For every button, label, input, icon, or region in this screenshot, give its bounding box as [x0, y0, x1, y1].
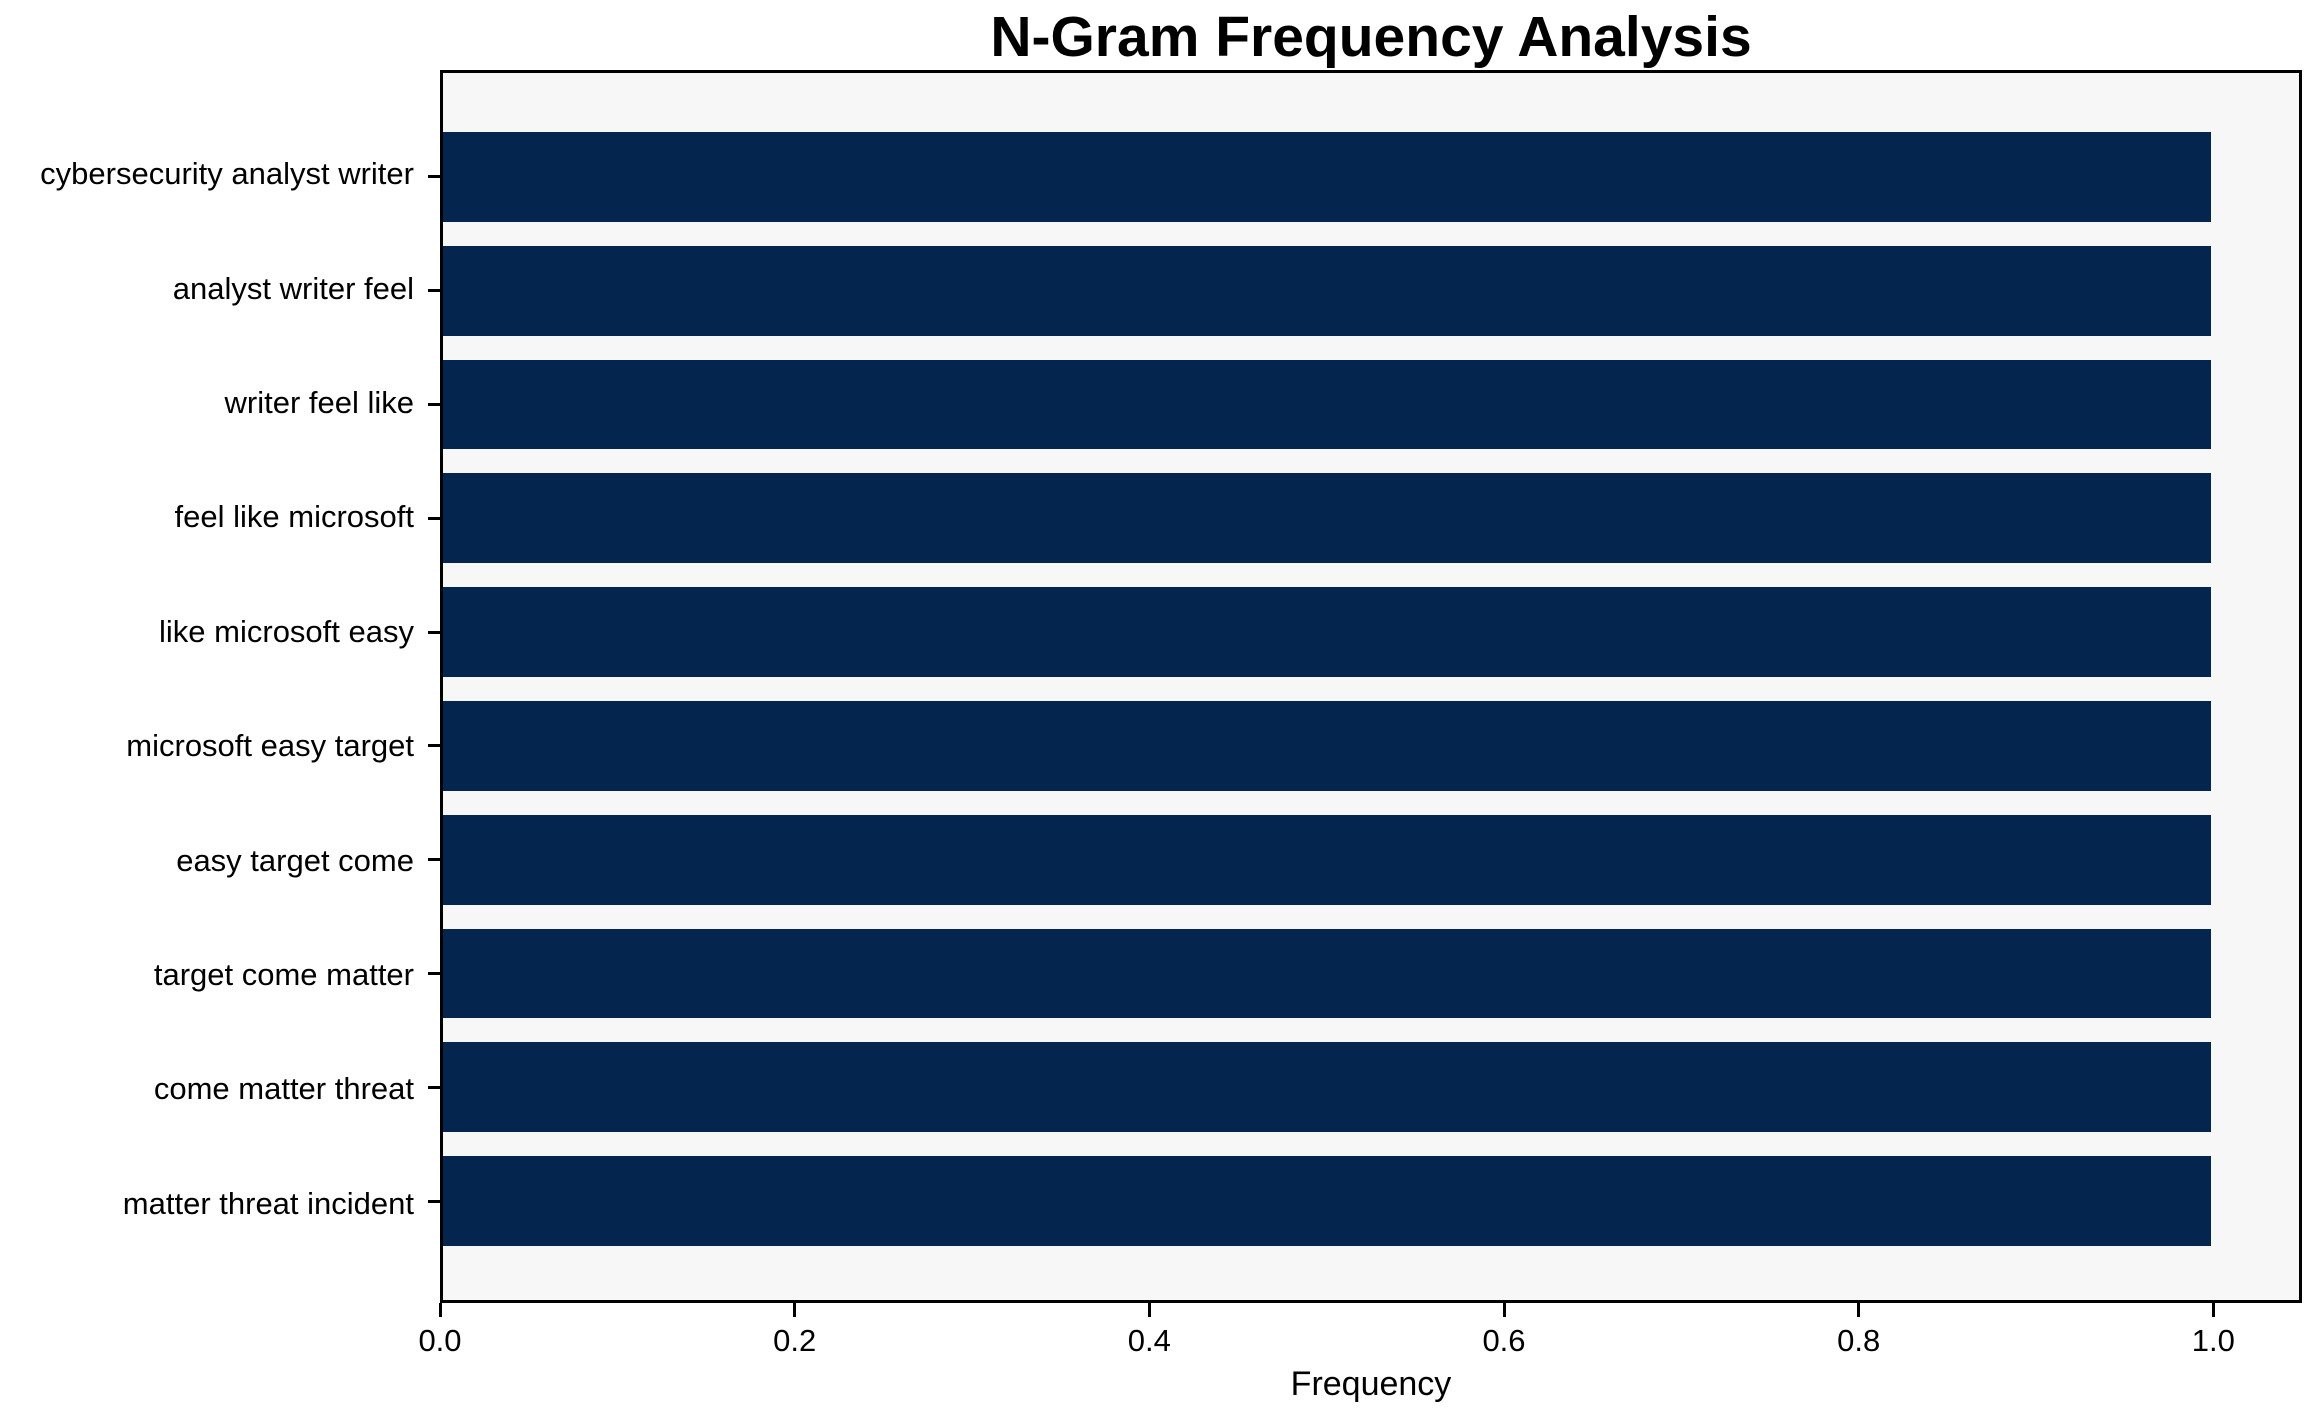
x-tick-mark [793, 1303, 797, 1317]
x-tick-mark [1502, 1303, 1506, 1317]
bars-container [428, 73, 2299, 1300]
bar-row [428, 917, 2299, 1031]
y-axis-label: easy target come [176, 842, 414, 878]
y-axis-label: analyst writer feel [172, 270, 414, 306]
y-tick-mark [428, 858, 440, 862]
y-axis-label: microsoft easy target [126, 728, 414, 764]
bar [443, 928, 2211, 1019]
bar-row [428, 348, 2299, 462]
bar-row [428, 575, 2299, 689]
y-axis-label: like microsoft easy [159, 613, 414, 649]
y-tick-mark [428, 289, 440, 293]
y-axis-label: writer feel like [224, 385, 415, 421]
x-tick-label: 0.6 [1482, 1323, 1526, 1358]
y-axis-labels: cybersecurity analyst writer analyst writ… [0, 70, 428, 1303]
y-axis-label: cybersecurity analyst writer [40, 156, 414, 192]
x-axis: 0.0 0.2 0.4 0.6 0.8 1.0 Frequency [418, 1303, 2302, 1413]
x-tick-label: 0.8 [1837, 1323, 1881, 1358]
x-tick-label: 1.0 [2191, 1323, 2235, 1358]
bar-row [428, 1030, 2299, 1144]
bar [443, 814, 2211, 905]
plot-area [428, 70, 2302, 1303]
x-tick-label: 0.2 [773, 1323, 817, 1358]
y-tick-mark [428, 402, 440, 406]
x-tick-label: 0.0 [418, 1323, 462, 1358]
bar-row [428, 803, 2299, 917]
y-tick-mark [428, 516, 440, 520]
y-tick-mark [428, 1199, 440, 1203]
x-tick-mark [2211, 1303, 2215, 1317]
bar [443, 245, 2211, 336]
bar [443, 131, 2211, 222]
bar-row [428, 689, 2299, 803]
x-tick-mark [1147, 1303, 1151, 1317]
bar [443, 587, 2211, 678]
x-axis-title: Frequency [1290, 1365, 1452, 1403]
y-tick-mark [428, 971, 440, 975]
bar [443, 359, 2211, 450]
x-tick-label: 0.4 [1127, 1323, 1171, 1358]
x-tick-mark [438, 1303, 442, 1317]
y-axis-label: target come matter [153, 957, 414, 993]
bar [443, 473, 2211, 564]
bar [443, 700, 2211, 791]
chart-title: N-Gram Frequency Analysis [990, 5, 1752, 69]
y-axis-label: feel like microsoft [174, 499, 414, 535]
y-axis-label: come matter threat [153, 1071, 414, 1107]
y-axis-label: matter threat incident [122, 1185, 414, 1221]
y-tick-mark [428, 1085, 440, 1089]
bar-row [428, 234, 2299, 348]
x-tick-mark [1857, 1303, 1861, 1317]
y-tick-mark [428, 744, 440, 748]
bar [443, 1156, 2211, 1247]
bar-row [428, 1144, 2299, 1258]
y-tick-mark [428, 175, 440, 179]
bar-row [428, 461, 2299, 575]
y-tick-mark [428, 630, 440, 634]
bar [443, 1042, 2211, 1133]
bar-row [428, 120, 2299, 234]
